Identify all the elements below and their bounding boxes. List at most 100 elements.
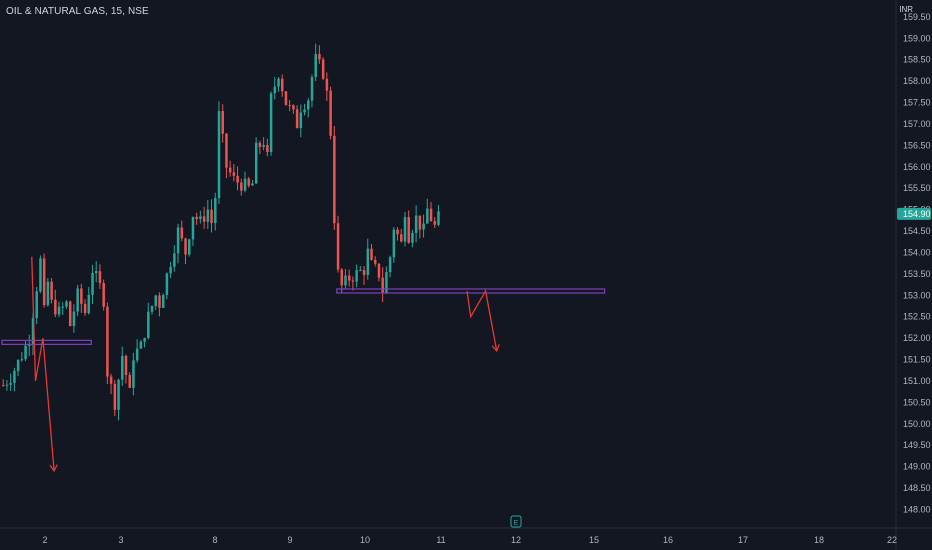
candle-body <box>284 91 288 106</box>
candle-body <box>143 337 146 342</box>
x-tick-label: 9 <box>287 535 292 545</box>
candle-body <box>355 270 358 282</box>
candle-body <box>217 111 221 199</box>
candle-body <box>359 270 362 272</box>
arrow-head <box>49 464 58 473</box>
candle-body <box>333 135 336 224</box>
price-axis[interactable]: 159.50 159.00 158.50 158.00 157.50 157.00 156.… <box>903 12 931 515</box>
candle-body <box>16 360 20 371</box>
candle-body <box>106 306 109 377</box>
earnings-marker[interactable]: E <box>510 515 522 528</box>
y-tick-label: 148.50 <box>903 483 931 493</box>
candle-body <box>117 379 120 410</box>
earnings-label: E <box>514 520 519 527</box>
candle-body <box>303 109 306 113</box>
candle-body <box>295 109 299 129</box>
candle-body <box>247 178 251 186</box>
y-tick-label: 159.00 <box>903 33 931 43</box>
candle-body <box>400 234 403 242</box>
candle-body <box>147 311 150 338</box>
candle-body <box>191 216 195 240</box>
candle-body <box>292 105 295 110</box>
candle-body <box>392 229 396 258</box>
y-tick-label: 149.50 <box>903 440 931 450</box>
candle-body <box>173 253 176 267</box>
y-tick-label: 154.50 <box>903 226 931 236</box>
candle-body <box>31 318 35 345</box>
candle-body <box>437 211 440 225</box>
candle-body <box>232 172 236 176</box>
candle-body <box>277 78 280 87</box>
candle-body <box>321 59 325 79</box>
projection-arrow[interactable] <box>31 256 55 471</box>
candle-body <box>344 275 347 286</box>
y-tick-label: 153.50 <box>903 269 931 279</box>
candle-body <box>87 294 91 314</box>
arrow-head <box>491 344 500 353</box>
candle-body <box>180 227 184 239</box>
support-line[interactable] <box>1 339 92 345</box>
candle-body <box>2 385 5 387</box>
time-axis[interactable]: 2 3 8 9 10 11 12 15 16 17 18 22 <box>42 535 897 545</box>
x-tick-label: 10 <box>360 535 370 545</box>
candle-body <box>5 384 9 386</box>
support-line[interactable] <box>336 288 606 294</box>
candle-body <box>165 273 169 296</box>
candle-body <box>13 370 16 383</box>
y-tick-label: 150.50 <box>903 397 931 407</box>
candle-body <box>258 142 262 148</box>
last-price-tag: 154.90 <box>897 207 931 220</box>
candle-body <box>307 100 310 110</box>
currency-label: INR <box>899 5 913 14</box>
candle-body <box>128 374 131 388</box>
y-tick-label: 157.00 <box>903 119 931 129</box>
x-tick-label: 15 <box>589 535 599 545</box>
candle-body <box>150 306 154 312</box>
candle-body <box>54 299 57 315</box>
candle-body <box>388 257 392 273</box>
candle-body <box>273 86 277 94</box>
x-tick-label: 2 <box>42 535 47 545</box>
candle-body <box>221 111 224 134</box>
candle-body <box>411 232 414 243</box>
candle-body <box>80 288 83 304</box>
support-lines[interactable] <box>1 288 606 345</box>
candle-body <box>225 133 228 168</box>
candle-body <box>310 76 314 101</box>
earnings-icon[interactable] <box>510 515 522 528</box>
candle-body <box>61 306 65 308</box>
candle-body <box>83 303 87 314</box>
candle-body <box>362 270 366 275</box>
chart-title: OIL & NATURAL GAS, 15, NSE <box>6 6 149 17</box>
candle-body <box>266 145 269 153</box>
candle-body <box>188 239 191 255</box>
projection-arrows[interactable] <box>31 256 500 473</box>
candle-body <box>426 208 429 224</box>
y-tick-label: 152.50 <box>903 312 931 322</box>
candle-body <box>240 182 243 191</box>
y-tick-label: 158.50 <box>903 55 931 65</box>
candle-body <box>121 355 124 380</box>
candle-body <box>35 291 38 319</box>
candle-body <box>210 209 213 224</box>
candle-body <box>329 90 332 136</box>
candle-body <box>95 271 98 274</box>
candle-body <box>124 355 128 375</box>
candle-body <box>206 209 210 222</box>
candle-series <box>2 43 440 421</box>
candle-body <box>236 175 239 183</box>
candle-body <box>91 273 94 295</box>
y-tick-label: 148.00 <box>903 504 931 514</box>
projection-arrow[interactable] <box>466 289 498 352</box>
x-tick-label: 3 <box>118 535 123 545</box>
candle-body <box>433 221 437 225</box>
x-tick-label: 17 <box>738 535 748 545</box>
candle-body <box>366 248 370 275</box>
candle-body <box>57 306 61 315</box>
candle-body <box>132 360 135 388</box>
candle-body <box>381 277 384 294</box>
candle-body <box>169 266 172 274</box>
x-tick-label: 8 <box>212 535 217 545</box>
